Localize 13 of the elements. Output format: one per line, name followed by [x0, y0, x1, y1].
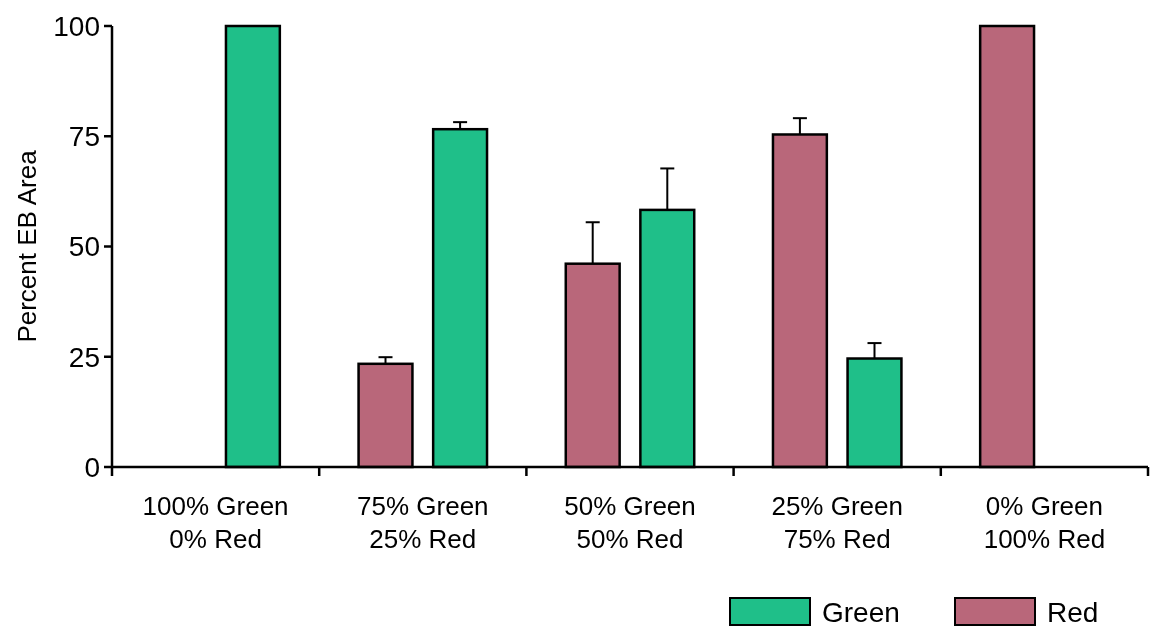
x-tick-label: 100% Green 0% Red [142, 491, 289, 554]
x-tick-label: 75% Green 25% Red [357, 491, 489, 554]
y-tick-label: 0 [84, 451, 100, 483]
y-axis-title: Percent EB Area [12, 149, 42, 343]
legend-label: Green [822, 596, 900, 628]
x-tick-label: 0% Green 100% Red [983, 491, 1106, 554]
x-tick-label: 25% Green 75% Red [771, 491, 903, 554]
y-tick-label: 25 [68, 341, 100, 373]
y-tick-label: 50 [68, 231, 100, 263]
legend-label: Red [1047, 596, 1099, 628]
x-tick-label: 50% Green 50% Red [564, 491, 696, 554]
y-tick-label: 100 [53, 10, 100, 42]
y-tick-label: 75 [68, 121, 100, 153]
